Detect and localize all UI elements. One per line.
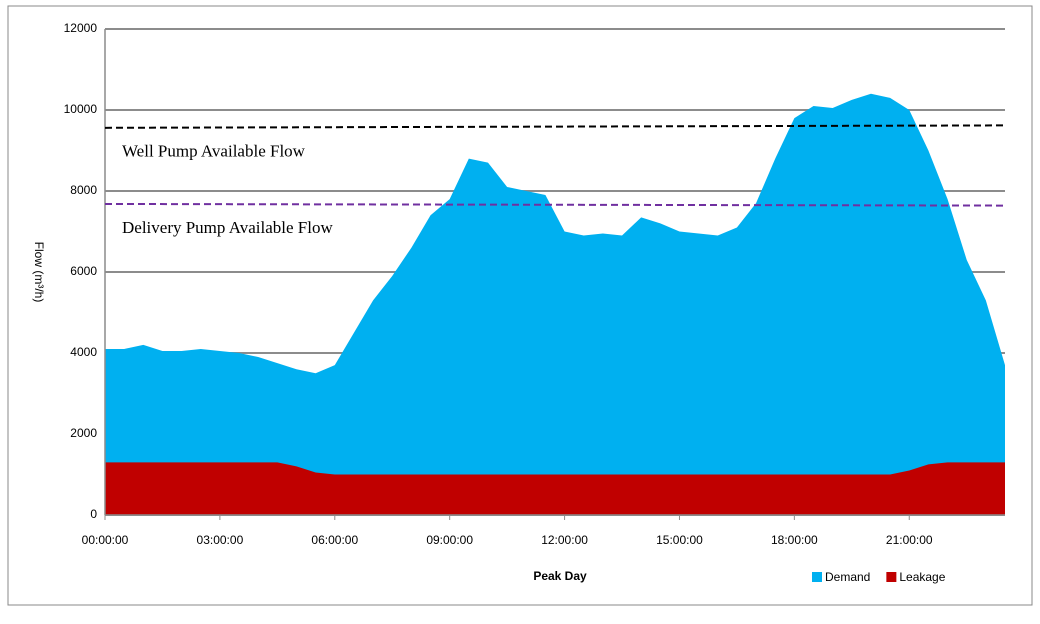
x-tick-label: 00:00:00 (82, 533, 129, 547)
legend-label: Leakage (899, 570, 945, 584)
y-axis-label: Flow (m³/h) (32, 242, 46, 303)
y-tick-label: 12000 (64, 21, 98, 35)
x-tick-label: 06:00:00 (311, 533, 358, 547)
legend-swatch (812, 572, 822, 582)
x-axis-label: Peak Day (533, 569, 587, 583)
legend-label: Demand (825, 570, 870, 584)
area (105, 93, 1005, 516)
x-tick-label: 03:00:00 (197, 533, 244, 547)
y-tick-label: 8000 (70, 183, 97, 197)
y-tick-label: 4000 (70, 345, 97, 359)
reference-line (104, 124, 1006, 129)
x-tick-label: 15:00:00 (656, 533, 703, 547)
reference-line (104, 202, 1006, 207)
reference-label: Well Pump Available Flow (122, 142, 306, 161)
y-tick-label: 2000 (70, 426, 97, 440)
x-tick-label: 21:00:00 (886, 533, 933, 547)
x-tick-label: 12:00:00 (541, 533, 588, 547)
x-tick-label: 18:00:00 (771, 533, 818, 547)
y-tick-label: 10000 (64, 102, 98, 116)
area (105, 462, 1005, 515)
x-tick-label: 09:00:00 (426, 533, 473, 547)
y-tick-label: 0 (90, 507, 97, 521)
y-tick-label: 6000 (70, 264, 97, 278)
reference-label: Delivery Pump Available Flow (122, 218, 333, 237)
legend-swatch (886, 572, 897, 582)
